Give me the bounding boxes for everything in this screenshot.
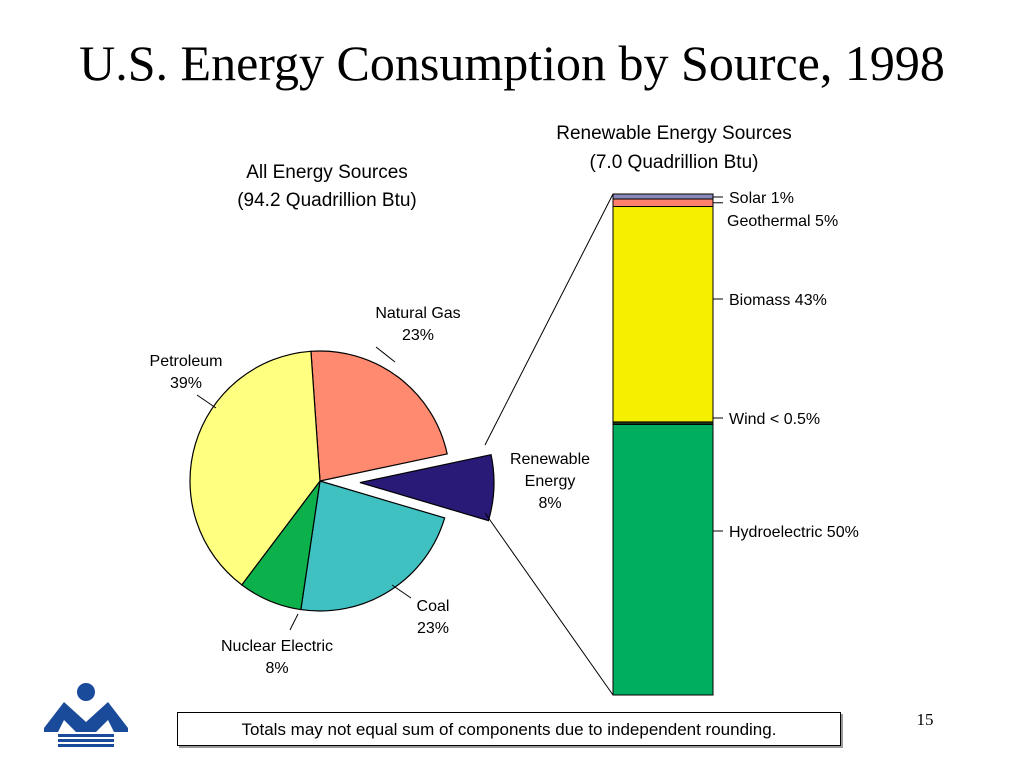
bar-title-line-2: (7.0 Quadrillion Btu): [590, 152, 759, 173]
pie-leader-line: [375, 346, 396, 363]
stacked-bar-chart: [612, 193, 714, 696]
pie-label-coal-value: 23%: [417, 620, 449, 637]
pie-label-petroleum-value: 39%: [170, 375, 202, 392]
bar-segment-geothermal: [612, 198, 714, 208]
pie-label-natural-gas-name: Natural Gas: [375, 305, 460, 322]
pie-label-nuclear-electric-name: Nuclear Electric: [221, 638, 333, 655]
pie-label-natural-gas-value: 23%: [402, 327, 434, 344]
bar-label-hydroelectric: Hydroelectric 50%: [729, 524, 859, 541]
bar-label-wind: Wind < 0.5%: [729, 411, 820, 428]
pie-slice-coal: [300, 480, 446, 612]
bar-segment-hydroelectric: [612, 423, 714, 696]
bar-segment-biomass: [612, 206, 714, 423]
bar-label-geothermal: Geothermal 5%: [727, 213, 838, 230]
connector-lines: [484, 193, 614, 696]
pie-label-nuclear-electric-value: 8%: [265, 660, 288, 677]
footnote: Totals may not equal sum of components d…: [177, 712, 841, 746]
pie-label-petroleum-name: Petroleum: [150, 353, 223, 370]
pie-slice-renewable-energy: [359, 453, 495, 522]
pie-label-renewable-energy-value: 8%: [538, 495, 561, 512]
pie-title-line-1: All Energy Sources: [246, 162, 408, 183]
bar-title-line-1: Renewable Energy Sources: [556, 123, 792, 144]
pie-leader-line: [289, 613, 299, 631]
pie-slice-natural-gas: [310, 350, 448, 482]
page-number: 15: [916, 710, 934, 729]
connector-bottom: [484, 512, 614, 696]
pie-label-coal-name: Coal: [417, 598, 450, 615]
pie-title-line-2: (94.2 Quadrillion Btu): [237, 190, 417, 211]
eia-logo-icon: [44, 683, 128, 747]
bar-labels: Solar 1% Geothermal 5% Biomass 43% Wind < 0…: [713, 190, 859, 541]
pie-label-renewable-energy-name: Energy: [525, 473, 576, 490]
pie-labels: Natural Gas 23% Renewable Energy 8% Coal 23% Nu…: [150, 305, 591, 677]
bar-label-solar: Solar 1%: [729, 190, 794, 207]
bar-segment-solar: [612, 193, 714, 200]
pie-slice-petroleum: [189, 350, 321, 586]
bar-label-biomass: Biomass 43%: [729, 292, 827, 309]
pie-leader-line: [196, 394, 217, 409]
pie-chart: [189, 350, 495, 612]
pie-leader-line: [391, 584, 412, 599]
pie-label-renewable-energy-name: Renewable: [510, 451, 590, 468]
slide-title: U.S. Energy Consumption by Source, 1998: [79, 35, 945, 91]
connector-top: [484, 193, 614, 446]
